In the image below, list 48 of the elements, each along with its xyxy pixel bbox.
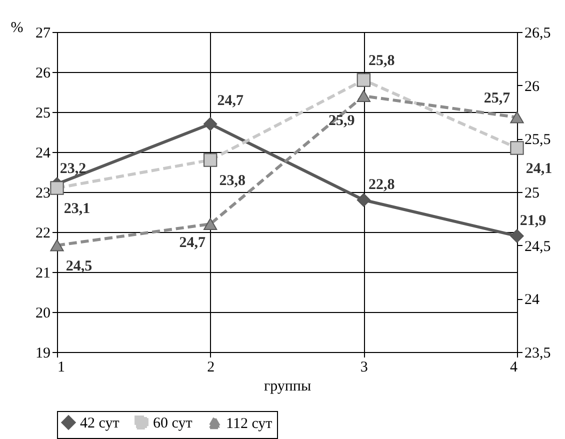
- point: [356, 90, 370, 102]
- legend-label: 60 сут: [153, 416, 193, 432]
- y2-tick-label: 26,5: [524, 26, 551, 42]
- y2-tick-label: 23,5: [524, 346, 551, 362]
- y2-tick-label: 24: [524, 292, 540, 308]
- data-label: 24,7: [217, 93, 244, 109]
- data-label: 24,5: [66, 258, 92, 274]
- y-tick-label: 20: [36, 306, 50, 322]
- point: [204, 218, 218, 230]
- data-label: 24,1: [526, 161, 552, 177]
- x-tick-label: 4: [510, 360, 518, 376]
- point: [510, 141, 524, 155]
- data-label: 21,9: [520, 213, 546, 229]
- point: [356, 73, 370, 87]
- y2-tick-label: 25,5: [524, 132, 551, 148]
- data-label: 25,9: [328, 113, 355, 129]
- x-axis-title: группы: [264, 378, 312, 394]
- y2-tick-label: 26: [524, 78, 540, 95]
- point: [356, 193, 370, 207]
- point: [204, 117, 218, 131]
- y-axis-title: %: [10, 20, 24, 36]
- point: [510, 111, 524, 124]
- point: [204, 153, 218, 167]
- data-label: 23,1: [64, 201, 90, 217]
- data-label: 25,8: [368, 53, 395, 69]
- legend-label: 112 сут: [226, 416, 273, 432]
- y-tick-label: 19: [36, 346, 50, 362]
- y-tick-label: 23: [36, 186, 50, 202]
- y-tick-label: 26: [36, 66, 51, 82]
- x-tick-label: 3: [360, 360, 368, 376]
- x-tick-label: 1: [58, 360, 65, 376]
- y-tick-label: 25: [36, 106, 50, 122]
- data-label: 23,8: [219, 173, 246, 189]
- data-label: 24,7: [179, 235, 206, 251]
- point: [50, 181, 64, 195]
- y-tick-label: 21: [36, 266, 50, 282]
- x-tick-label: 2: [207, 360, 215, 376]
- y-tick-label: 22: [36, 226, 50, 242]
- point: [510, 229, 524, 243]
- legend-label: 42 сут: [80, 416, 120, 432]
- y-tick-label: 27: [36, 26, 51, 42]
- data-label: 23,2: [60, 161, 86, 177]
- data-label: 22,8: [368, 177, 395, 193]
- data-label: 25,7: [484, 90, 511, 106]
- y2-tick-label: 24,5: [524, 238, 551, 255]
- point: [50, 239, 64, 252]
- y-tick-label: 24: [36, 146, 51, 162]
- y2-tick-label: 25: [524, 186, 540, 202]
